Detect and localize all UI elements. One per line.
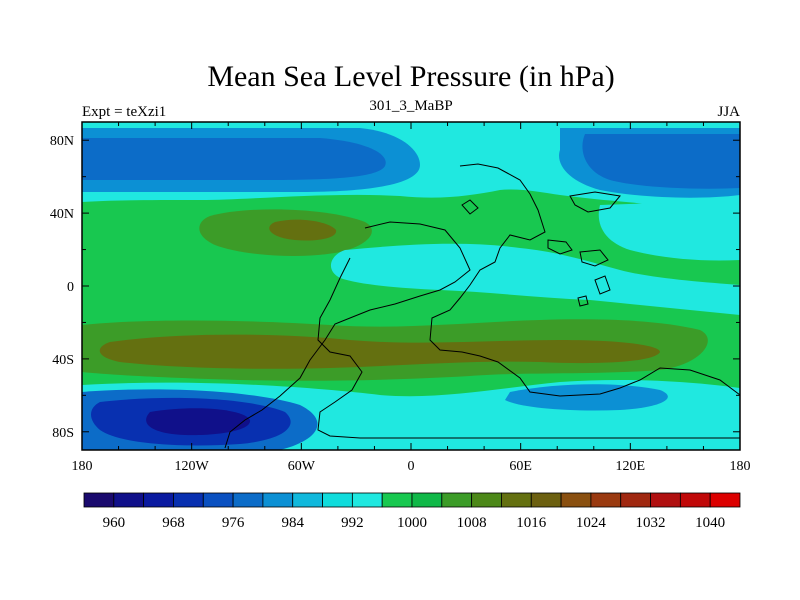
colorbar-swatch bbox=[411, 492, 443, 508]
field-antarctic-low-core bbox=[146, 408, 251, 436]
colorbar-swatch bbox=[113, 492, 145, 508]
season-label: JJA bbox=[717, 104, 740, 120]
y-tick-label: 80S bbox=[52, 426, 74, 441]
colorbar-swatch bbox=[173, 492, 204, 508]
coastlines bbox=[224, 163, 740, 449]
plot-area bbox=[82, 122, 740, 450]
colorbar-swatch bbox=[202, 492, 234, 508]
colorbar-label: 1032 bbox=[636, 515, 666, 531]
x-tick-label: 0 bbox=[408, 459, 415, 474]
field-southeast-low bbox=[505, 384, 668, 411]
colorbar-label: 1024 bbox=[576, 515, 607, 531]
chart-title: Mean Sea Level Pressure (in hPa) bbox=[207, 60, 614, 93]
colorbar-swatch bbox=[292, 492, 323, 508]
field-south-subtropical-high-core bbox=[99, 334, 660, 369]
colorbar-swatch bbox=[679, 492, 711, 508]
colorbar-label: 1008 bbox=[457, 515, 487, 531]
field-arctic-low-east-core bbox=[582, 134, 740, 189]
colorbar-swatch bbox=[262, 492, 294, 508]
field-arctic-low-west-core bbox=[82, 138, 386, 180]
colorbar-label: 1016 bbox=[516, 515, 547, 531]
colorbar-swatch bbox=[351, 492, 383, 508]
colorbar-swatch bbox=[143, 492, 174, 508]
x-tick-label: 60E bbox=[509, 459, 532, 474]
colorbar-swatch bbox=[620, 492, 651, 508]
coastline-asia bbox=[547, 191, 621, 267]
colorbar: 960 968 976 984 992 1000 1008 1016 1024 1032 1040 bbox=[83, 492, 741, 531]
colorbar-swatch bbox=[590, 492, 622, 508]
x-axis: 180 120W 60W 0 60E 120E 180 bbox=[72, 122, 751, 474]
run-id-label: 301_3_MaBP bbox=[369, 98, 452, 114]
colorbar-swatch bbox=[650, 492, 681, 508]
coastline-islands bbox=[461, 199, 611, 307]
colorbar-swatch bbox=[560, 492, 592, 508]
y-axis: 80N 40N 0 40S 80S bbox=[50, 134, 740, 441]
colorbar-swatch bbox=[709, 492, 741, 508]
x-tick-label: 180 bbox=[72, 459, 93, 474]
coastline-africa bbox=[224, 221, 471, 449]
x-tick-label: 180 bbox=[730, 459, 751, 474]
colorbar-swatch bbox=[232, 492, 264, 508]
colorbar-swatch bbox=[83, 492, 115, 508]
x-tick-label: 120E bbox=[616, 459, 646, 474]
y-tick-label: 40S bbox=[52, 353, 74, 368]
field-equatorial-trough bbox=[330, 243, 740, 315]
colorbar-label: 1040 bbox=[695, 515, 725, 531]
experiment-label: Expt = teXzi1 bbox=[82, 104, 166, 120]
x-tick-label: 60W bbox=[288, 459, 316, 474]
field-east-subtropical-high bbox=[598, 200, 740, 261]
colorbar-label: 984 bbox=[281, 515, 304, 531]
colorbar-swatch bbox=[501, 492, 532, 508]
colorbar-swatch bbox=[530, 492, 562, 508]
coastline-north-america bbox=[429, 163, 740, 397]
colorbar-label: 968 bbox=[162, 515, 185, 531]
colorbar-label: 976 bbox=[222, 515, 245, 531]
colorbar-swatch bbox=[471, 492, 502, 508]
colorbar-swatch bbox=[441, 492, 473, 508]
colorbar-swatch bbox=[381, 492, 413, 508]
colorbar-label: 1000 bbox=[397, 515, 427, 531]
y-tick-label: 0 bbox=[67, 280, 74, 295]
colorbar-label: 960 bbox=[103, 515, 126, 531]
y-tick-label: 40N bbox=[50, 207, 74, 222]
colorbar-label: 992 bbox=[341, 515, 364, 531]
y-tick-label: 80N bbox=[50, 134, 74, 149]
x-tick-label: 120W bbox=[175, 459, 210, 474]
colorbar-swatch bbox=[322, 492, 353, 508]
field-north-subtropical-high-core bbox=[269, 219, 337, 241]
coastline-south-america bbox=[317, 257, 740, 439]
